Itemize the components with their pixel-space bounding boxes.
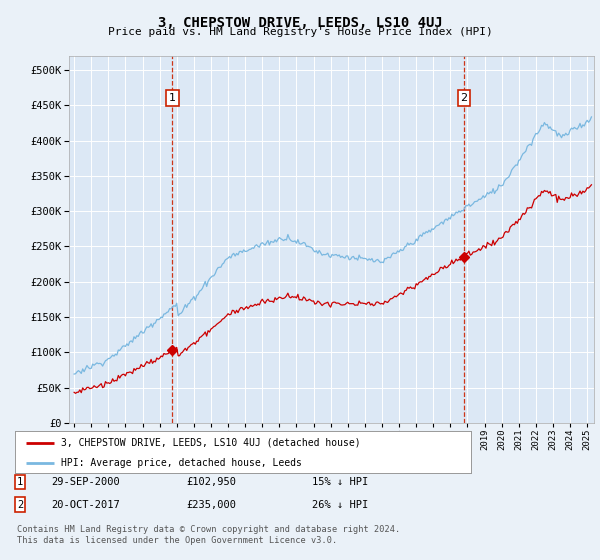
Text: 26% ↓ HPI: 26% ↓ HPI — [312, 500, 368, 510]
Text: 3, CHEPSTOW DRIVE, LEEDS, LS10 4UJ: 3, CHEPSTOW DRIVE, LEEDS, LS10 4UJ — [158, 16, 442, 30]
Text: Price paid vs. HM Land Registry's House Price Index (HPI): Price paid vs. HM Land Registry's House … — [107, 27, 493, 37]
Text: 1: 1 — [169, 93, 176, 103]
Text: £235,000: £235,000 — [186, 500, 236, 510]
Text: 15% ↓ HPI: 15% ↓ HPI — [312, 477, 368, 487]
Text: 2: 2 — [17, 500, 23, 510]
Text: HPI: Average price, detached house, Leeds: HPI: Average price, detached house, Leed… — [61, 458, 301, 468]
Text: 1: 1 — [17, 477, 23, 487]
Text: £102,950: £102,950 — [186, 477, 236, 487]
Text: 20-OCT-2017: 20-OCT-2017 — [51, 500, 120, 510]
Text: 29-SEP-2000: 29-SEP-2000 — [51, 477, 120, 487]
Text: 2: 2 — [460, 93, 467, 103]
Text: 3, CHEPSTOW DRIVE, LEEDS, LS10 4UJ (detached house): 3, CHEPSTOW DRIVE, LEEDS, LS10 4UJ (deta… — [61, 438, 360, 448]
Text: Contains HM Land Registry data © Crown copyright and database right 2024.
This d: Contains HM Land Registry data © Crown c… — [17, 525, 400, 545]
